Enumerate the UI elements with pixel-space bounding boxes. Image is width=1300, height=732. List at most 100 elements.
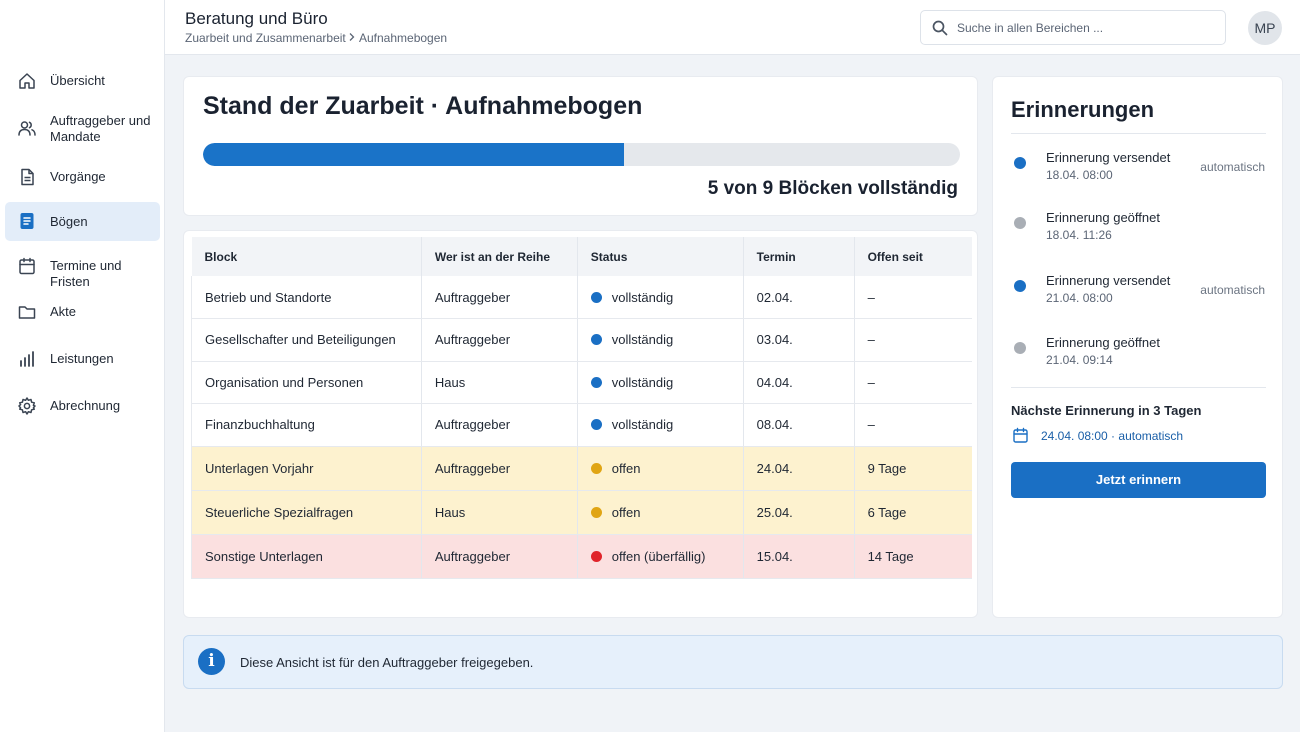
- column-header-who[interactable]: Wer ist an der Reihe: [421, 237, 578, 276]
- table-row[interactable]: Sonstige Unterlagen Auftraggeber offen (üb…: [191, 534, 972, 579]
- sidebar-item-termine[interactable]: Termine und Fristen: [5, 253, 160, 289]
- cell-who: Haus: [421, 490, 578, 535]
- table-row[interactable]: Organisation und Personen Haus vollständig…: [191, 361, 972, 404]
- reminder-item: Erinnerung geöffnet 18.04. 11:26: [993, 210, 1284, 254]
- reminder-mode: automatisch: [1200, 283, 1265, 297]
- status-dot-icon: [1014, 280, 1026, 292]
- progress-card: Stand der Zuarbeit · Aufnahmebogen 5 von…: [183, 76, 978, 216]
- cell-who: Auftraggeber: [421, 318, 578, 362]
- breadcrumb-item-current: Aufnahmebogen: [359, 31, 448, 45]
- next-reminder-value: 24.04. 08:00 · automatisch: [1041, 429, 1184, 443]
- status-dot-icon: [1014, 157, 1026, 169]
- sidebar-item-label: Leistungen: [50, 351, 114, 366]
- column-header-block[interactable]: Block: [191, 237, 422, 276]
- reminder-title: Erinnerung versendet: [1046, 150, 1171, 165]
- table-row[interactable]: Steuerliche Spezialfragen Haus offen 25.04.…: [191, 490, 972, 535]
- status-dot-icon: [590, 376, 602, 388]
- status-label: offen: [611, 460, 641, 476]
- info-icon: i: [198, 648, 225, 675]
- search-input[interactable]: [957, 18, 1217, 38]
- sidebar-item-label: Bögen: [50, 214, 88, 229]
- next-reminder-label: Nächste Erinnerung in 3 Tagen: [1011, 403, 1202, 418]
- divider: [1011, 133, 1266, 134]
- cell-termin: 04.04.: [743, 361, 855, 404]
- gear-icon: [17, 396, 37, 416]
- folder-icon: [17, 302, 37, 322]
- table-header-row: Block Wer ist an der Reihe Status Termin…: [191, 237, 972, 276]
- sidebar-item-label: Übersicht: [50, 73, 105, 88]
- status-label: offen: [611, 504, 641, 520]
- status-dot-icon: [1014, 217, 1026, 229]
- remind-now-button[interactable]: Jetzt erinnern: [1011, 462, 1266, 498]
- cell-status: vollständig: [577, 403, 744, 447]
- cell-status: offen: [577, 446, 744, 491]
- table-row[interactable]: Betrieb und Standorte Auftraggeber vollstä…: [191, 276, 972, 319]
- cell-block: Sonstige Unterlagen: [191, 534, 422, 579]
- cell-open-since: –: [854, 318, 972, 362]
- cell-termin: 02.04.: [743, 276, 855, 319]
- status-dot-icon: [590, 291, 602, 303]
- cell-open-since: –: [854, 276, 972, 319]
- reminder-mode: automatisch: [1200, 160, 1265, 174]
- status-dot-icon: [590, 550, 602, 562]
- status-dot-icon: [590, 506, 602, 518]
- cell-block: Betrieb und Standorte: [191, 276, 422, 319]
- page-title: Stand der Zuarbeit · Aufnahmebogen: [203, 92, 643, 120]
- home-icon: [17, 71, 37, 91]
- reminder-date: 18.04. 11:26: [1046, 228, 1112, 242]
- sidebar-item-abrechnung[interactable]: Abrechnung: [5, 393, 160, 419]
- sidebar-item-label: Akte: [50, 304, 77, 319]
- cell-block: Unterlagen Vorjahr: [191, 446, 422, 491]
- sidebar-item-leistungen[interactable]: Leistungen: [5, 346, 160, 372]
- reminder-date: 21.04. 08:00: [1046, 291, 1113, 305]
- search-box[interactable]: [920, 10, 1226, 45]
- sidebar: Übersicht Auftraggeber und Mandate Vorgä…: [0, 0, 165, 732]
- sidebar-item-label: Vorgänge: [50, 169, 106, 184]
- sidebar-item-uebersicht[interactable]: Übersicht: [5, 68, 160, 94]
- cell-open-since: 14 Tage: [854, 534, 972, 579]
- reminder-item: Erinnerung versendet 21.04. 08:00 automati…: [993, 273, 1284, 317]
- top-header: Beratung und Büro Zuarbeit und Zusammena…: [165, 0, 1300, 55]
- column-header-status[interactable]: Status: [577, 237, 744, 276]
- progress-bar-fill: [203, 143, 624, 166]
- document-icon: [17, 167, 37, 187]
- reminder-date: 18.04. 08:00: [1046, 168, 1113, 182]
- table-row[interactable]: Finanzbuchhaltung Auftraggeber vollständig…: [191, 403, 972, 447]
- status-dot-icon: [590, 334, 602, 346]
- column-header-open-since[interactable]: Offen seit: [854, 237, 972, 276]
- cell-status: vollständig: [577, 318, 744, 362]
- cell-termin: 24.04.: [743, 446, 855, 491]
- cell-status: offen (überfällig): [577, 534, 744, 579]
- form-icon: [17, 211, 37, 231]
- status-dot-icon: [1014, 342, 1026, 354]
- reminder-item: Erinnerung versendet 18.04. 08:00 automati…: [993, 150, 1284, 194]
- status-dot-icon: [590, 462, 602, 474]
- bar-chart-icon: [17, 349, 37, 369]
- sidebar-item-auftraggeber[interactable]: Auftraggeber und Mandate: [5, 108, 160, 148]
- cell-status: vollständig: [577, 276, 744, 319]
- sidebar-item-akte[interactable]: Akte: [5, 299, 160, 325]
- status-label: vollständig: [611, 289, 674, 305]
- info-text: Diese Ansicht ist für den Auftraggeber f…: [240, 655, 534, 670]
- breadcrumb-item-zuarbeit[interactable]: Zuarbeit und Zusammenarbeit: [185, 31, 346, 45]
- blocks-table-card: Block Wer ist an der Reihe Status Termin…: [183, 230, 978, 618]
- reminder-title: Erinnerung geöffnet: [1046, 335, 1160, 350]
- sidebar-item-vorgaenge[interactable]: Vorgänge: [5, 164, 160, 190]
- sidebar-item-boegen[interactable]: Bögen: [5, 202, 160, 241]
- reminders-title: Erinnerungen: [1011, 97, 1155, 122]
- cell-open-since: –: [854, 403, 972, 447]
- cell-open-since: 6 Tage: [854, 490, 972, 535]
- reminders-card: Erinnerungen Erinnerung versendet 18.04. …: [992, 76, 1283, 618]
- table-row[interactable]: Unterlagen Vorjahr Auftraggeber offen 24.04…: [191, 446, 972, 491]
- cell-status: vollständig: [577, 361, 744, 404]
- cell-termin: 03.04.: [743, 318, 855, 362]
- info-banner: i Diese Ansicht ist für den Auftraggeber…: [183, 635, 1283, 689]
- sidebar-item-label: Abrechnung: [50, 398, 121, 413]
- cell-block: Organisation und Personen: [191, 361, 422, 404]
- avatar[interactable]: MP: [1248, 11, 1282, 45]
- status-label: vollständig: [611, 417, 674, 433]
- column-header-termin[interactable]: Termin: [743, 237, 855, 276]
- reminder-item: Erinnerung geöffnet 21.04. 09:14: [993, 335, 1284, 379]
- table-row[interactable]: Gesellschafter und Beteiligungen Auftragg…: [191, 318, 972, 362]
- calendar-icon: [17, 256, 37, 276]
